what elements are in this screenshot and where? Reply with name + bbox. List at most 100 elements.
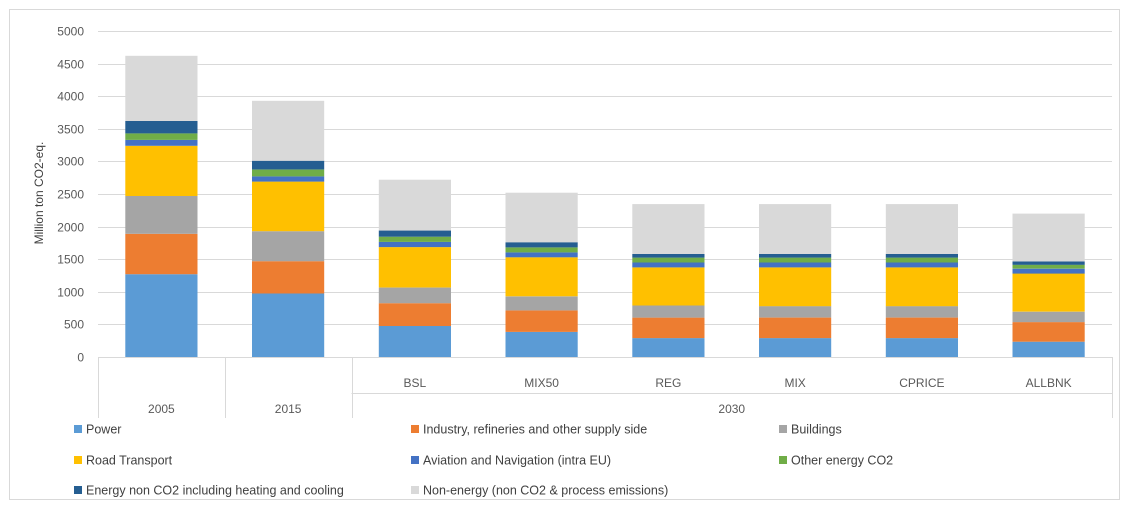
legend-label: Road Transport	[86, 454, 173, 468]
bar-segment	[125, 139, 198, 146]
x-tick-label: ALLBNK	[1026, 376, 1072, 390]
bar-segment	[505, 247, 578, 253]
bar-segment	[505, 192, 578, 243]
bar-segment	[252, 160, 325, 170]
bar-segment	[125, 196, 198, 234]
bar-segment	[378, 230, 451, 237]
bar-segment	[632, 267, 705, 306]
bar-segment	[1012, 268, 1085, 274]
bar-segment	[1012, 341, 1085, 357]
legend-swatch	[411, 425, 419, 433]
y-tick-label: 500	[64, 318, 84, 332]
bar-segment	[759, 254, 832, 258]
legend-swatch	[74, 425, 82, 433]
bar-segment	[632, 254, 705, 258]
bar-segment	[1012, 264, 1085, 269]
bar-segment	[252, 293, 325, 357]
bar-segment	[885, 317, 958, 339]
bar-segment	[252, 100, 325, 161]
legend-swatch	[74, 456, 82, 464]
y-tick-label: 2500	[57, 188, 84, 202]
bar-segment	[505, 310, 578, 332]
x-group-label: 2015	[275, 402, 302, 416]
bar-segment	[252, 176, 325, 182]
legend-label: Power	[86, 423, 121, 437]
bar-segment	[885, 254, 958, 258]
bar-segment	[759, 306, 832, 318]
bar-segment	[759, 338, 832, 357]
y-tick-label: 4000	[57, 90, 84, 104]
bars	[125, 55, 1085, 357]
bar-segment	[125, 133, 198, 140]
bar-segment	[505, 296, 578, 311]
bar-segment	[1012, 322, 1085, 342]
bar-segment	[759, 262, 832, 268]
x-tick-label: MIX	[784, 376, 805, 390]
bar-segment	[378, 179, 451, 231]
legend-label: Energy non CO2 including heating and coo…	[86, 484, 344, 498]
bar-segment	[885, 267, 958, 307]
legend-swatch	[411, 456, 419, 464]
bar-segment	[759, 204, 832, 254]
bar-segment	[632, 305, 705, 318]
bar-segment	[378, 287, 451, 304]
x-tick-label: MIX50	[524, 376, 559, 390]
legend-label: Industry, refineries and other supply si…	[423, 423, 647, 437]
axes: 0 500 1000 1500 2000 2500 3000 3500 4000 4500 5000…	[57, 25, 1113, 418]
bar-segment	[1012, 273, 1085, 312]
y-tick-label: 1500	[57, 253, 84, 267]
bar-segment	[885, 306, 958, 318]
y-tick-label: 4500	[57, 58, 84, 72]
legend: Power Industry, refineries and other supp…	[74, 423, 893, 498]
y-tick-label: 5000	[57, 25, 84, 39]
y-axis-title: Million ton CO2-eq.	[32, 142, 46, 245]
legend-swatch	[779, 456, 787, 464]
bar-segment	[252, 181, 325, 232]
x-group-label: 2005	[148, 402, 175, 416]
bar-segment	[885, 338, 958, 357]
legend-label: Aviation and Navigation (intra EU)	[423, 454, 611, 468]
bar-segment	[378, 326, 451, 357]
bar-segment	[505, 252, 578, 258]
bar-segment	[378, 303, 451, 326]
legend-label: Buildings	[791, 423, 842, 437]
bar-segment	[125, 121, 198, 134]
bar-segment	[125, 233, 198, 275]
bar-segment	[378, 247, 451, 288]
bar-segment	[759, 317, 832, 339]
legend-swatch	[779, 425, 787, 433]
y-tick-label: 2000	[57, 221, 84, 235]
bar-segment	[885, 257, 958, 263]
bar-segment	[505, 331, 578, 357]
legend-label: Other energy CO2	[791, 454, 893, 468]
x-tick-label: REG	[655, 376, 681, 390]
y-tick-label: 3500	[57, 123, 84, 137]
bar-segment	[378, 241, 451, 248]
bar-segment	[378, 236, 451, 242]
bar-segment	[632, 317, 705, 339]
bar-segment	[505, 242, 578, 248]
bar-segment	[505, 257, 578, 297]
bar-segment	[1012, 213, 1085, 262]
bar-segment	[252, 261, 325, 294]
y-tick-label: 1000	[57, 286, 84, 300]
bar-segment	[252, 231, 325, 262]
bar-segment	[125, 145, 198, 196]
bar-segment	[885, 262, 958, 268]
legend-swatch	[411, 486, 419, 494]
x-tick-label: BSL	[404, 376, 427, 390]
bar-segment	[125, 55, 198, 121]
x-tick-label: CPRICE	[899, 376, 944, 390]
bar-segment	[125, 274, 198, 357]
bar-segment	[1012, 261, 1085, 265]
y-tick-label: 3000	[57, 155, 84, 169]
bar-segment	[885, 204, 958, 254]
bar-segment	[1012, 311, 1085, 323]
bar-segment	[632, 204, 705, 254]
x-group-label: 2030	[718, 402, 745, 416]
bar-segment	[759, 267, 832, 307]
bar-segment	[759, 257, 832, 263]
bar-segment	[632, 257, 705, 263]
